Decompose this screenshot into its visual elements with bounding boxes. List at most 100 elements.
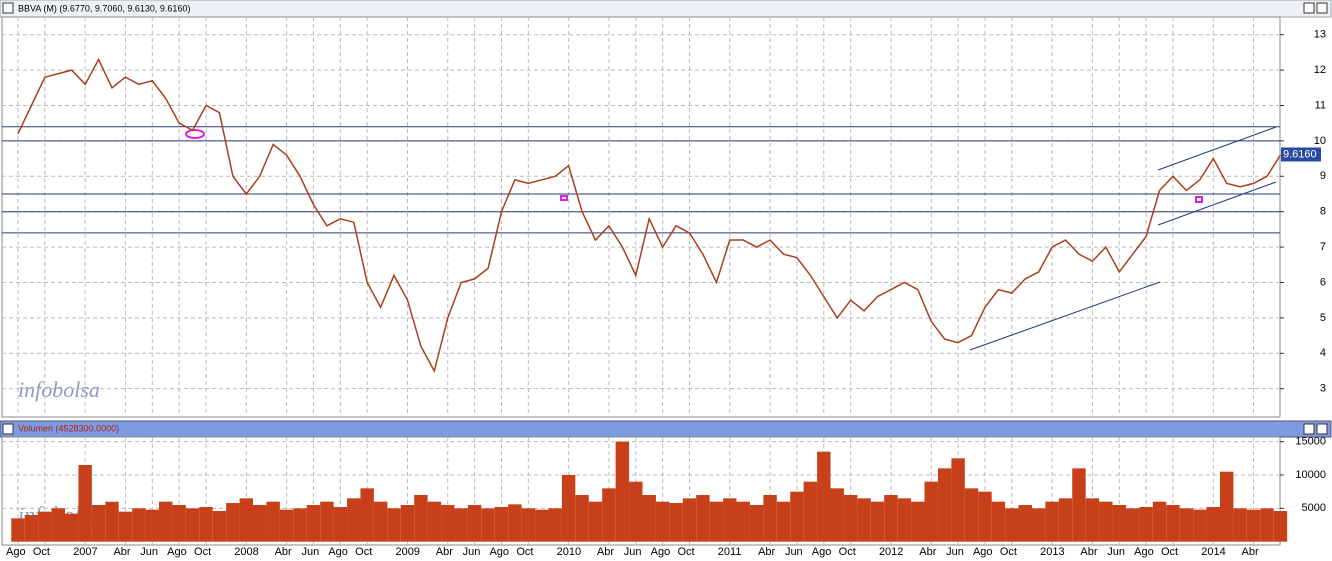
volume-bar [65,513,79,542]
volume-bar [1058,498,1073,542]
volume-bar [749,505,764,542]
panel-icon [2,423,14,435]
volume-bar [951,458,965,542]
volume-bar [884,495,898,542]
volume-bar [535,509,549,542]
x-tick-label: Ago [328,546,348,558]
y-tick-label: 12 [1314,64,1326,76]
x-tick-label: Oct [839,546,856,558]
x-tick-label: Abr [113,546,130,558]
volume-bar [132,508,146,542]
volume-bar [320,501,334,542]
volume-bar [736,501,750,542]
volume-bar [548,508,562,542]
volume-bar [1045,501,1059,542]
x-tick-label: Jun [1107,546,1125,558]
last-value-label: 9.6160 [1283,148,1317,160]
volume-bar [1219,471,1234,542]
x-tick-label: Ago [973,546,993,558]
trend-line [1157,181,1277,226]
x-tick-label: Abr [919,546,936,558]
x-tick-label: Ago [6,546,26,558]
volume-bar [78,465,92,542]
volume-bar [1179,508,1194,542]
x-tick-label: Ago [1134,546,1154,558]
close-button[interactable] [1316,2,1328,14]
volume-bar [118,511,133,542]
x-tick-label: Ago [651,546,671,558]
volume-bar [615,441,630,542]
volume-bar [454,508,468,542]
x-tick-label: 2012 [879,546,903,558]
restore-button[interactable] [1303,423,1315,435]
volume-bar [24,515,39,542]
volume-bar [588,501,603,542]
volume-bar [682,498,697,542]
volume-bar [763,495,777,542]
y-tick-label: 9 [1320,170,1326,182]
volume-bar [911,501,925,542]
x-tick-label: Abr [1080,546,1097,558]
volume-bar [333,507,348,542]
volume-bar [212,511,227,542]
x-tick-label: 2013 [1040,546,1064,558]
volume-bar [937,468,952,542]
x-tick-label: Jun [624,546,642,558]
volume-bar [776,501,791,542]
volume-bar [51,508,66,542]
volume-bar [347,498,361,542]
x-tick-label: Jun [946,546,964,558]
volume-bar [1031,508,1046,542]
volume-bar [239,498,254,542]
volume-bar [521,508,536,542]
volume-bar [1273,511,1288,542]
x-tick-label: Oct [678,546,695,558]
volume-bar [1193,509,1207,542]
y-tick-label: 5 [1320,312,1326,324]
last-value-box [1281,147,1321,162]
volume-bar [1233,508,1247,542]
close-button[interactable] [1316,423,1328,435]
volume-bar [857,498,871,542]
y-tick-label: 13 [1314,29,1326,41]
restore-button[interactable] [1303,2,1315,14]
volume-title: Volumen (4528300.0000) [18,423,119,433]
volume-bar [1166,505,1180,542]
volume-bar [1152,501,1167,542]
x-tick-label: Oct [33,546,50,558]
volume-bar [105,501,119,542]
volume-bar [602,488,616,542]
y-tick-label: 6 [1320,276,1326,288]
volume-bar [561,475,576,542]
volume-bar [199,507,213,542]
volume-bar [817,451,831,542]
volume-bar [790,491,804,542]
trend-line [969,281,1161,351]
volume-bar [360,488,374,542]
volume-bar [427,501,442,542]
volume-bar [1139,507,1153,542]
x-tick-label: Oct [516,546,533,558]
x-tick-label: 2014 [1201,546,1225,558]
volume-bar [1246,509,1261,542]
volume-bar [266,501,280,542]
x-tick-label: 2009 [395,546,419,558]
volume-bar [870,501,885,542]
x-tick-label: 2007 [73,546,97,558]
y-tick-label: 5000 [1302,502,1326,514]
volume-bar [91,505,106,542]
x-tick-label: Jun [140,546,158,558]
x-tick-label: Abr [758,546,775,558]
price-plot [1,16,1281,418]
marker [185,129,205,139]
volume-bar [1206,507,1220,542]
volume-bar [1099,501,1113,542]
volume-bar [1085,498,1100,542]
volume-bar [253,505,267,542]
y-tick-label: 7 [1320,241,1326,253]
x-tick-label: Abr [275,546,292,558]
x-tick-label: Jun [301,546,319,558]
x-tick-label: 2008 [234,546,258,558]
volume-bar [414,495,428,542]
